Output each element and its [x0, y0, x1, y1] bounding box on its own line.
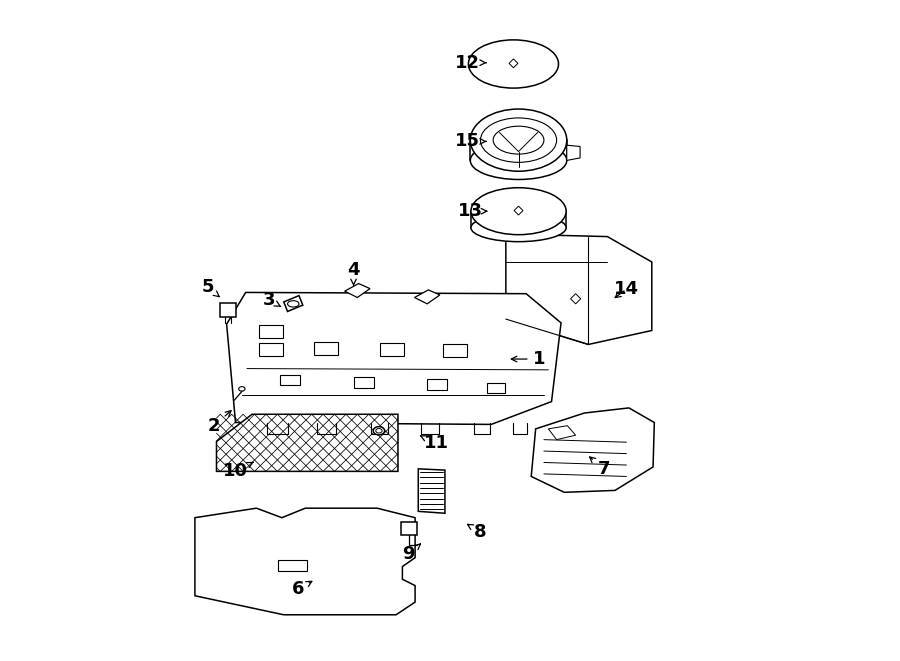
Ellipse shape: [471, 141, 567, 180]
Ellipse shape: [481, 118, 556, 163]
Text: 10: 10: [223, 462, 254, 481]
Text: 3: 3: [263, 291, 281, 309]
Text: 1: 1: [511, 350, 545, 368]
Ellipse shape: [493, 126, 544, 154]
Polygon shape: [531, 408, 654, 492]
Text: 14: 14: [614, 280, 639, 298]
Polygon shape: [195, 508, 415, 615]
Polygon shape: [345, 284, 370, 297]
Polygon shape: [400, 522, 417, 535]
Ellipse shape: [374, 426, 384, 435]
Polygon shape: [217, 414, 398, 471]
Polygon shape: [227, 292, 561, 424]
Polygon shape: [284, 295, 302, 311]
Text: 6: 6: [292, 580, 311, 598]
Text: 15: 15: [455, 132, 486, 151]
Bar: [487, 383, 505, 393]
Polygon shape: [415, 290, 440, 304]
Text: 11: 11: [420, 434, 448, 452]
Bar: [259, 343, 284, 356]
Polygon shape: [471, 140, 567, 161]
Bar: [380, 343, 404, 356]
Ellipse shape: [238, 387, 245, 391]
Polygon shape: [506, 234, 652, 344]
Text: 9: 9: [402, 544, 420, 563]
Text: 13: 13: [458, 202, 487, 220]
Text: 5: 5: [202, 278, 220, 297]
Bar: [428, 379, 447, 389]
Polygon shape: [567, 145, 580, 161]
Ellipse shape: [288, 301, 299, 307]
Polygon shape: [418, 469, 445, 513]
Bar: [278, 560, 307, 571]
Ellipse shape: [471, 214, 566, 242]
Bar: [280, 375, 301, 385]
Bar: [314, 342, 338, 354]
Ellipse shape: [376, 428, 382, 433]
Text: 4: 4: [347, 261, 360, 285]
Text: 2: 2: [208, 410, 231, 435]
Bar: [443, 344, 467, 357]
Polygon shape: [471, 212, 566, 227]
Text: 8: 8: [467, 524, 487, 541]
Text: 12: 12: [455, 54, 486, 71]
Text: 7: 7: [590, 457, 610, 478]
Bar: [355, 377, 374, 387]
Ellipse shape: [471, 188, 566, 235]
Bar: [259, 325, 284, 338]
Ellipse shape: [468, 40, 559, 88]
Polygon shape: [220, 303, 236, 317]
Ellipse shape: [471, 109, 567, 171]
